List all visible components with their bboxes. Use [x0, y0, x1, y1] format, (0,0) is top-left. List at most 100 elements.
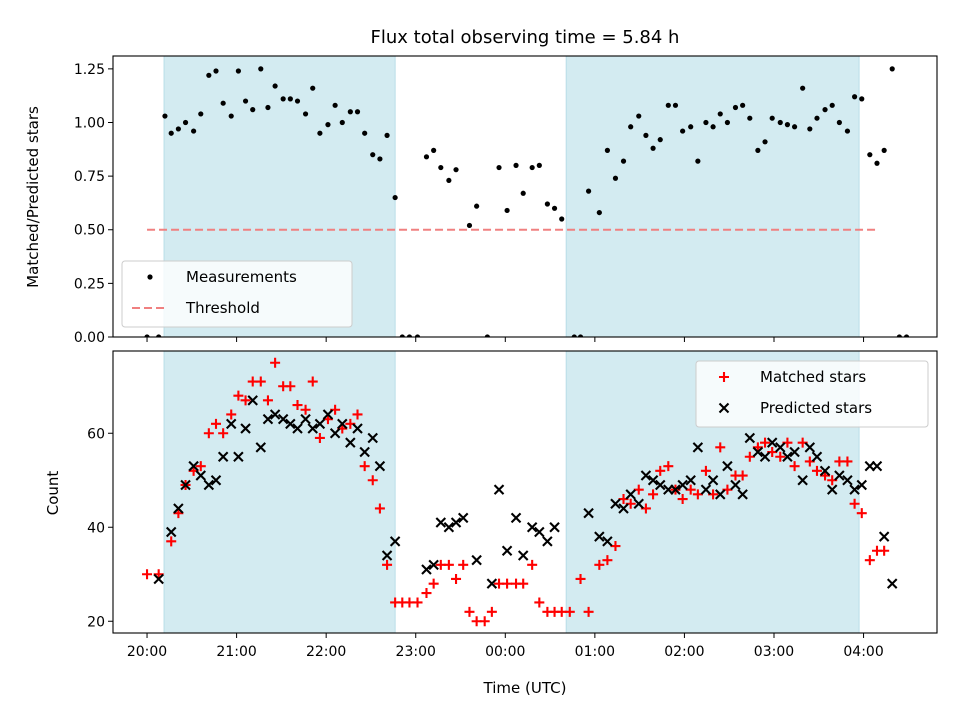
data-point — [347, 109, 353, 115]
x-tick-label: 20:00 — [127, 644, 167, 660]
data-point — [142, 569, 153, 580]
data-point — [450, 517, 462, 528]
data-point — [168, 130, 174, 136]
data-point — [564, 606, 575, 617]
data-point — [715, 442, 726, 453]
data-point — [210, 475, 222, 486]
data-point — [438, 164, 444, 171]
data-point — [715, 489, 726, 500]
data-point — [466, 222, 473, 229]
data-point — [542, 536, 553, 547]
data-point — [583, 507, 594, 519]
data-point — [804, 442, 816, 453]
data-point — [165, 526, 177, 538]
data-point — [240, 395, 251, 406]
data-point — [428, 578, 439, 589]
data-point — [471, 554, 482, 566]
data-point — [211, 418, 221, 429]
data-point — [493, 484, 505, 495]
data-point — [842, 475, 853, 486]
data-point — [392, 194, 398, 201]
legend-box — [121, 260, 353, 328]
series-predicted-stars — [153, 395, 898, 589]
data-point — [814, 115, 820, 121]
data-point — [730, 479, 741, 491]
data-point — [612, 175, 619, 181]
data-point — [737, 470, 748, 481]
x-tick-label: 01:00 — [575, 644, 615, 660]
data-point — [317, 130, 323, 136]
data-point — [844, 128, 851, 134]
data-point — [262, 413, 274, 425]
data-point — [367, 432, 378, 444]
data-point — [744, 432, 756, 444]
data-point — [889, 66, 895, 72]
data-point — [596, 209, 602, 216]
data-point — [217, 451, 229, 462]
data-point — [147, 274, 153, 280]
data-point — [856, 479, 868, 491]
data-point — [602, 536, 613, 547]
data-point — [879, 545, 890, 556]
data-point — [307, 423, 318, 434]
legend-label: Measurements — [186, 268, 297, 286]
data-point — [374, 503, 385, 514]
data-point — [345, 437, 356, 448]
data-point — [604, 147, 611, 153]
x-tick-label: 21:00 — [216, 644, 256, 660]
data-point — [594, 559, 605, 570]
data-point — [173, 503, 184, 514]
data-point — [663, 461, 674, 472]
data-point — [670, 484, 681, 495]
data-point — [618, 503, 629, 514]
ylabel-count: Count — [44, 471, 62, 516]
data-point — [740, 102, 746, 108]
data-point — [374, 460, 386, 472]
x-tick-label: 02:00 — [664, 644, 704, 660]
observing-window — [163, 351, 396, 633]
data-point — [292, 423, 303, 434]
data-point — [577, 334, 584, 337]
data-point — [307, 376, 318, 387]
data-point — [732, 104, 739, 111]
data-point — [775, 451, 786, 462]
data-point — [518, 578, 529, 589]
data-point — [849, 498, 860, 509]
data-point — [657, 137, 663, 143]
data-point — [529, 164, 535, 171]
x-tick-label: 03:00 — [754, 644, 794, 660]
data-point — [517, 550, 529, 561]
chart-title: Flux total observing time = 5.84 h — [371, 27, 680, 48]
data-point — [789, 461, 800, 472]
data-point — [384, 132, 390, 138]
data-point — [188, 460, 199, 472]
data-point — [191, 128, 197, 134]
axes-frame — [112, 55, 938, 338]
data-point — [834, 470, 845, 481]
data-point — [811, 465, 822, 476]
data-point — [534, 597, 545, 608]
data-point — [685, 475, 696, 486]
y-tick-label: 1.00 — [74, 115, 105, 131]
data-point — [822, 107, 828, 113]
data-point — [195, 461, 206, 472]
data-point — [451, 573, 462, 584]
data-point — [769, 115, 775, 121]
data-point — [700, 484, 712, 495]
data-point — [250, 107, 256, 113]
data-point — [270, 357, 281, 368]
data-point — [359, 446, 370, 458]
data-point — [722, 460, 733, 472]
legend-label: Predicted stars — [760, 399, 872, 417]
data-point — [859, 96, 865, 102]
data-point — [536, 162, 542, 168]
data-point — [182, 119, 189, 126]
data-point — [314, 418, 326, 430]
data-point — [700, 465, 711, 476]
data-point — [710, 124, 716, 130]
data-point — [277, 413, 289, 425]
data-point — [688, 124, 694, 130]
data-point — [446, 177, 452, 184]
data-point — [255, 442, 267, 453]
legend-count: Matched stars Predicted stars — [695, 360, 929, 428]
